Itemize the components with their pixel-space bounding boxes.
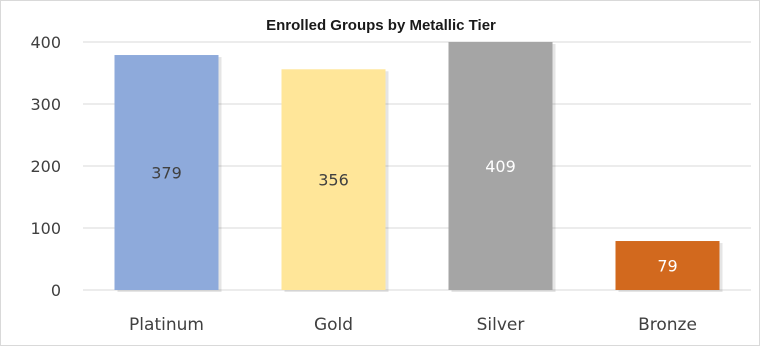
x-category-label: Silver <box>477 315 525 335</box>
data-label-platinum: 379 <box>151 164 182 183</box>
x-category-label: Bronze <box>638 315 697 335</box>
chart-title: Enrolled Groups by Metallic Tier <box>266 17 496 34</box>
bars <box>114 42 723 292</box>
y-tick-label: 100 <box>30 219 61 238</box>
x-category-label: Platinum <box>129 315 204 335</box>
bar-bronze <box>615 241 720 290</box>
data-label-bronze: 79 <box>657 257 677 276</box>
data-label-silver: 409 <box>485 157 516 176</box>
y-tick-label: 0 <box>51 281 61 300</box>
data-labels: 379 356 409 79 <box>151 157 677 276</box>
bar-platinum <box>114 55 219 290</box>
bar-gold <box>281 69 386 290</box>
bar-silver <box>448 42 553 290</box>
x-category-label: Gold <box>314 315 353 335</box>
y-tick-label: 300 <box>30 95 61 114</box>
y-axis-ticks: 0 100 200 300 400 <box>30 33 61 300</box>
x-axis-categories: Platinum Gold Silver Bronze <box>129 315 697 335</box>
y-tick-label: 400 <box>30 33 61 52</box>
y-tick-label: 200 <box>30 157 61 176</box>
data-label-gold: 356 <box>318 171 349 190</box>
